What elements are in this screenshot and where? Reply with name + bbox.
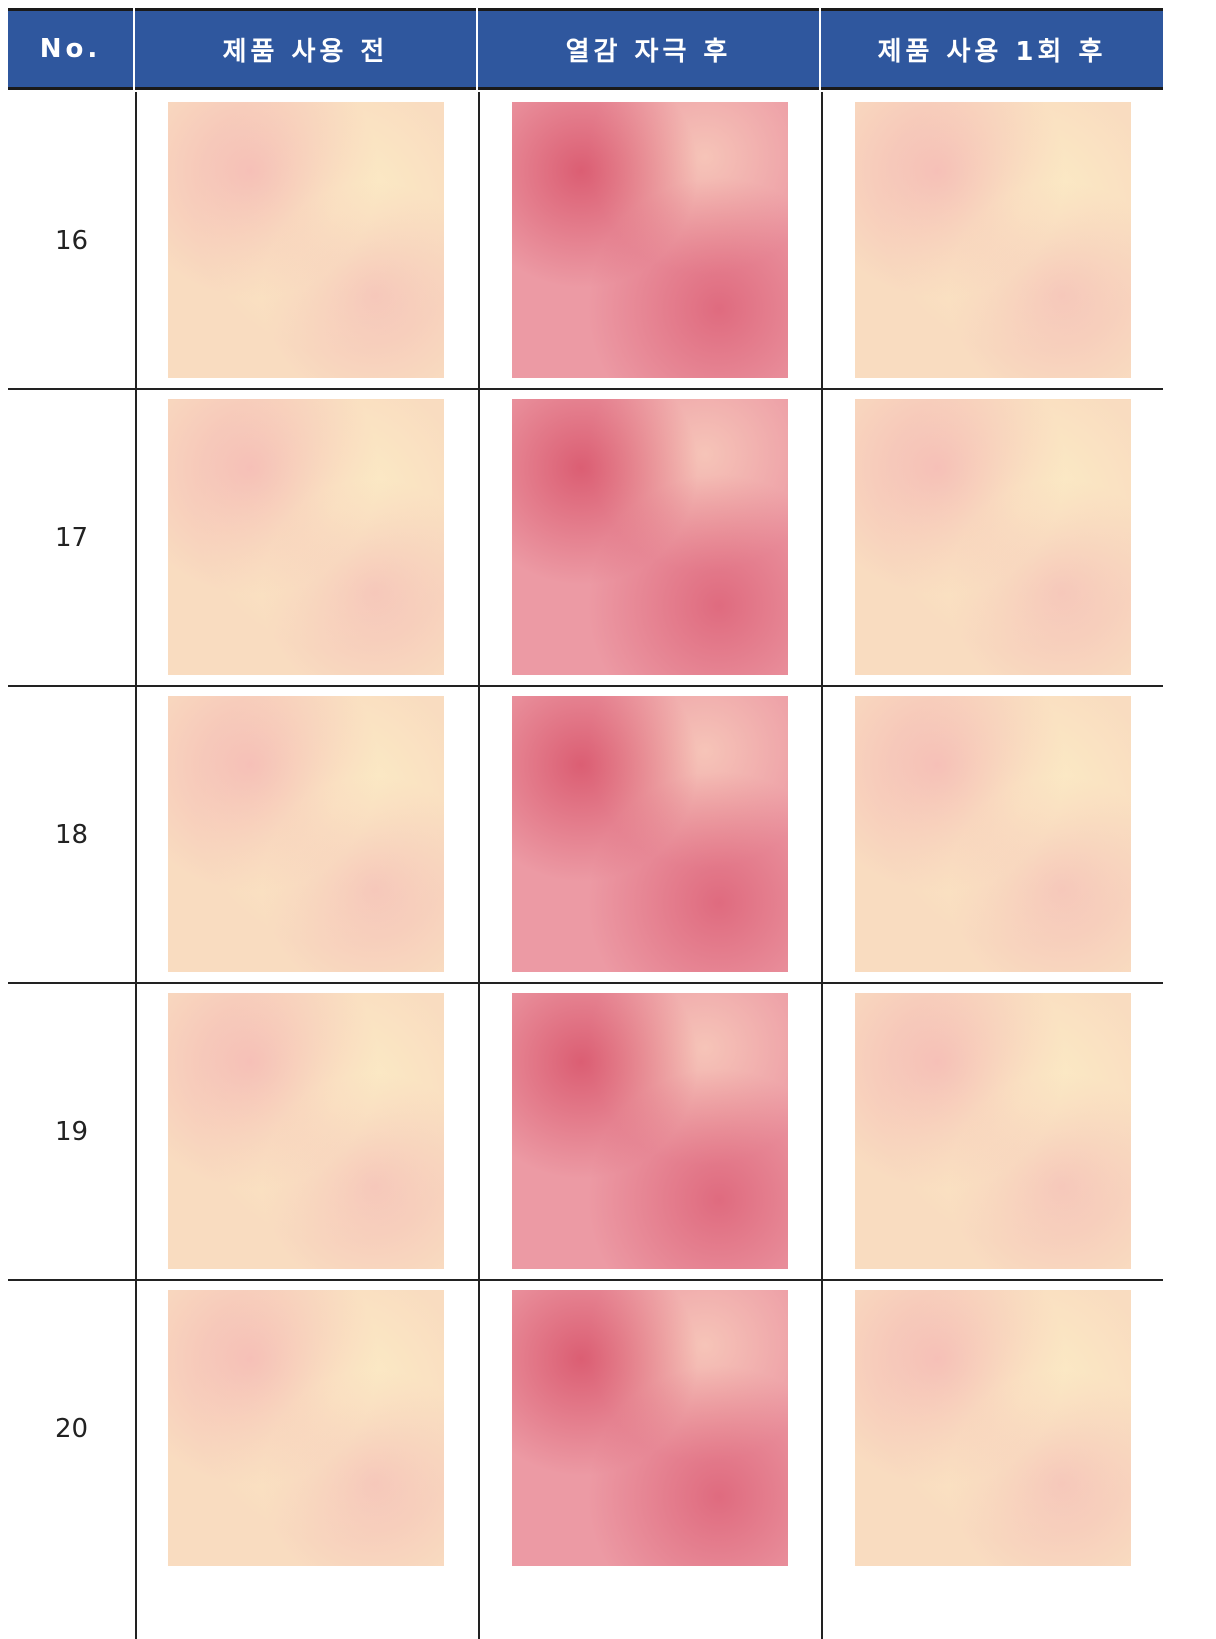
skin-image: [855, 399, 1131, 675]
skin-image: [855, 696, 1131, 972]
row-line: [8, 388, 1163, 390]
row-number: 19: [54, 1116, 89, 1147]
skin-image: [168, 399, 444, 675]
skin-image: [855, 1290, 1131, 1566]
column-line: [821, 92, 823, 1639]
skin-image: [512, 696, 788, 972]
row-number: 18: [54, 819, 89, 850]
skin-image: [168, 993, 444, 1269]
skin-image: [168, 696, 444, 972]
row-number: 16: [54, 225, 89, 256]
table: No. 제품 사용 전 열감 자극 후 제품 사용 1회 후 16 17 18 19 20: [8, 8, 1163, 1639]
skin-image: [855, 102, 1131, 378]
row-line: [8, 982, 1163, 984]
row-line: [8, 1279, 1163, 1281]
row-number: 20: [54, 1413, 89, 1444]
skin-image: [855, 993, 1131, 1269]
header-cell: No.: [8, 8, 133, 90]
skin-image: [168, 102, 444, 378]
row-line: [8, 685, 1163, 687]
skin-image: [168, 1290, 444, 1566]
skin-image: [512, 993, 788, 1269]
column-line: [135, 92, 137, 1639]
skin-image: [512, 399, 788, 675]
row-number: 17: [54, 522, 89, 553]
skin-image: [512, 1290, 788, 1566]
skin-image: [512, 102, 788, 378]
header-cell: 제품 사용 1회 후: [821, 8, 1163, 90]
header-cell: 열감 자극 후: [478, 8, 819, 90]
column-line: [478, 92, 480, 1639]
header-cell: 제품 사용 전: [135, 8, 476, 90]
